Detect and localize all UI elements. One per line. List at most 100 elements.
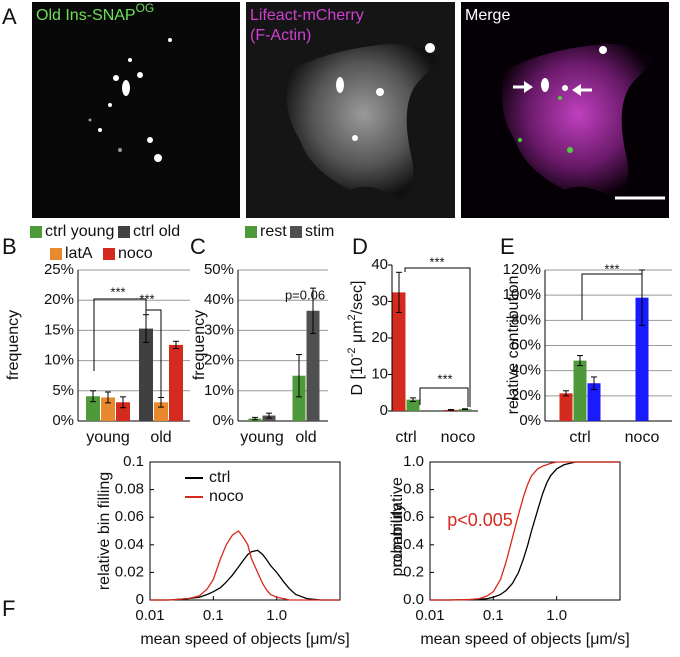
data-line xyxy=(150,549,340,601)
panel-letter: D xyxy=(352,234,368,259)
y-axis-label: frequency xyxy=(191,310,208,380)
y-tick-label: 80% xyxy=(511,311,541,328)
panel-letter: A xyxy=(2,4,17,29)
y-tick-label: 20 xyxy=(371,329,388,346)
bar xyxy=(406,399,420,411)
panel-letter: F xyxy=(2,596,15,621)
annotation: *** xyxy=(429,254,444,269)
x-tick-label: 0.1 xyxy=(483,607,504,624)
bar xyxy=(169,344,183,421)
panel-letter: E xyxy=(500,234,515,259)
y-tick-label: 30% xyxy=(204,321,234,338)
label-text: Old Ins-SNAP xyxy=(36,7,136,24)
y-tick-label: 50% xyxy=(204,261,234,278)
annotation: *** xyxy=(139,291,154,306)
y-tick-label: 0.08 xyxy=(115,481,144,498)
bar xyxy=(458,409,472,411)
bar xyxy=(392,292,406,411)
legend-swatch xyxy=(30,226,42,238)
legend-swatch xyxy=(50,248,62,260)
y-tick-label: 0% xyxy=(52,412,74,429)
y-tick-label: 40% xyxy=(511,362,541,379)
y-tick-label: 30 xyxy=(371,292,388,309)
image-label: Old Ins-SNAPOG xyxy=(36,1,154,24)
y-tick-label: 10% xyxy=(204,382,234,399)
annotation: *** xyxy=(110,284,125,299)
y-tick-label: 0% xyxy=(212,412,234,429)
cell-shape xyxy=(501,44,655,200)
legend-label: noco xyxy=(209,488,244,505)
bracket xyxy=(145,309,162,400)
label-part: μm xyxy=(349,320,366,347)
panel-letter: C xyxy=(190,234,206,259)
bar xyxy=(116,402,130,421)
x-tick-label: noco xyxy=(625,429,660,446)
y-tick-label: 0.06 xyxy=(115,508,144,525)
image-label: Merge xyxy=(465,7,510,24)
y-axis-label: cummulative xyxy=(389,477,406,567)
y-tick-label: 20% xyxy=(511,387,541,404)
legend-label: latA xyxy=(65,245,93,262)
y-tick-label: 0.0 xyxy=(403,591,424,608)
merge-spots xyxy=(541,46,607,92)
microscopy-images: Old Ins-SNAPOG Lifeact-mCherry (F-Actin)… xyxy=(32,1,669,218)
y-tick-label: 0.02 xyxy=(115,563,144,580)
y-tick-label: 0.4 xyxy=(403,536,424,553)
bar xyxy=(573,360,587,421)
y-axis-label: relative bin filling xyxy=(96,472,113,590)
legend-label: noco xyxy=(118,245,153,262)
data-line xyxy=(150,530,340,601)
bar xyxy=(306,310,320,421)
annotation: *** xyxy=(604,261,619,276)
x-tick-label: 1.0 xyxy=(546,607,567,624)
x-tick-label: ctrl xyxy=(569,429,590,446)
bar xyxy=(559,393,573,421)
y-tick-label: 10 xyxy=(371,365,388,382)
legend-label: rest xyxy=(260,223,287,240)
bar xyxy=(139,328,153,421)
y-tick-label: 40 xyxy=(371,256,388,273)
bracket xyxy=(581,273,643,320)
label-part: 2 xyxy=(346,314,358,320)
image-insulin xyxy=(32,2,240,218)
y-tick-label: 100% xyxy=(503,286,541,303)
x-tick-label: 0.1 xyxy=(203,607,224,624)
bar xyxy=(292,375,306,421)
x-tick-label: young xyxy=(240,429,284,446)
image-label: (F-Actin) xyxy=(250,27,311,44)
legend-swatch xyxy=(290,226,302,238)
bracket xyxy=(404,267,471,407)
image-label: Lifeact-mCherry xyxy=(250,7,364,24)
legend-label: stim xyxy=(305,223,334,240)
x-axis-label: mean speed of objects [μm/s] xyxy=(140,631,349,648)
legend-label: ctrl old xyxy=(133,223,180,240)
actin-spots xyxy=(336,43,435,141)
granules xyxy=(88,38,172,162)
y-tick-label: 60% xyxy=(511,336,541,353)
y-tick-label: 0 xyxy=(380,402,388,419)
y-axis-label: relative contribution xyxy=(505,276,522,415)
x-tick-label: noco xyxy=(441,429,476,446)
bracket xyxy=(419,387,469,407)
x-tick-label: old xyxy=(295,429,316,446)
x-tick-label: old xyxy=(150,429,171,446)
label-part: D [10 xyxy=(349,357,366,395)
arrows xyxy=(513,81,665,200)
legend-swatch xyxy=(118,226,130,238)
cell-shape xyxy=(286,44,440,200)
x-tick-label: young xyxy=(86,429,130,446)
bar xyxy=(101,397,115,421)
y-tick-label: 0% xyxy=(519,412,541,429)
label-sup: OG xyxy=(136,1,155,15)
y-tick-label: 25% xyxy=(44,261,74,278)
y-tick-label: 0 xyxy=(136,591,144,608)
y-tick-label: 20% xyxy=(44,291,74,308)
y-tick-label: 0.8 xyxy=(403,481,424,498)
bar xyxy=(86,396,100,421)
y-tick-label: 0.6 xyxy=(403,508,424,525)
label-part: /sec] xyxy=(349,281,366,315)
y-tick-label: 0.2 xyxy=(403,563,424,580)
y-tick-label: 15% xyxy=(44,321,74,338)
y-tick-label: 0.04 xyxy=(115,536,144,553)
